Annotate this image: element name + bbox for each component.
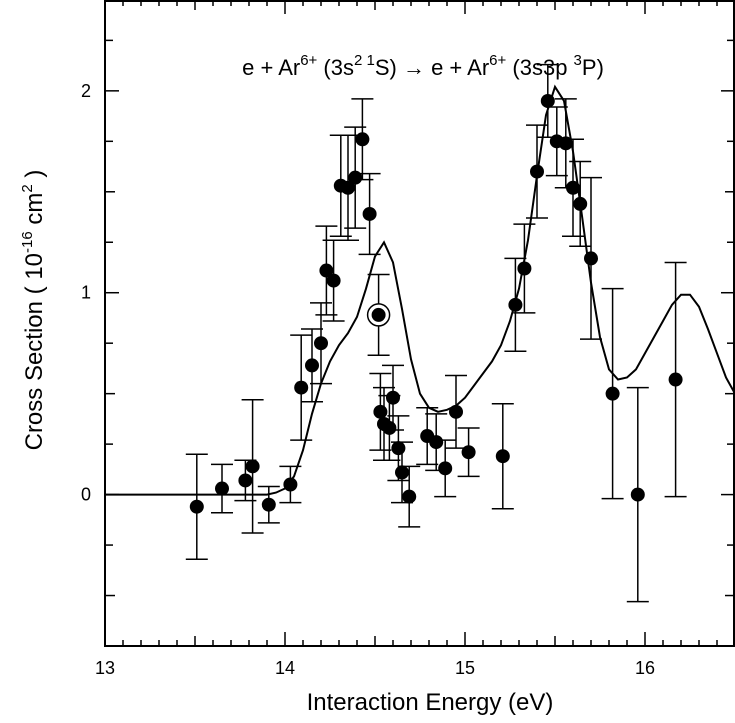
point-marker <box>495 449 510 464</box>
point-marker <box>314 336 328 351</box>
y-tick-label: 2 <box>81 81 91 101</box>
data-point <box>526 124 548 219</box>
data-point <box>391 441 413 504</box>
data-point <box>457 427 480 478</box>
y-tick-label: 1 <box>81 283 91 303</box>
point-marker <box>326 273 341 288</box>
data-point <box>513 223 536 314</box>
point-marker <box>461 445 476 460</box>
point-marker <box>517 261 532 276</box>
point-marker <box>373 404 388 419</box>
data-point <box>185 453 208 560</box>
point-marker <box>382 420 397 435</box>
point-marker <box>530 164 544 179</box>
data-point <box>369 372 392 451</box>
point-marker <box>605 386 620 401</box>
x-axis-label: Interaction Energy (eV) <box>307 689 554 716</box>
data-point <box>301 328 323 403</box>
data-point <box>322 239 345 322</box>
data-point <box>445 374 467 449</box>
point-marker <box>238 473 253 488</box>
point-marker <box>540 93 555 108</box>
data-point <box>626 386 649 603</box>
data-point <box>257 485 280 524</box>
data-point <box>434 439 457 498</box>
data-point <box>580 176 602 340</box>
point-marker <box>305 358 319 373</box>
data-point <box>366 273 391 357</box>
point-marker <box>355 132 370 147</box>
data-point <box>279 465 302 504</box>
data-point <box>536 63 559 139</box>
point-marker <box>630 487 645 502</box>
x-tick-label: 14 <box>275 658 295 678</box>
data-point <box>504 257 527 353</box>
point-marker <box>245 459 260 474</box>
point-marker <box>668 372 683 387</box>
point-marker <box>402 489 417 504</box>
x-tick-label: 15 <box>455 658 475 678</box>
x-tick-label: 13 <box>95 658 115 678</box>
y-axis-label: Cross Section ( 10-16 cm2 ) <box>19 170 48 451</box>
data-point <box>241 398 264 534</box>
data-point <box>562 138 584 237</box>
data-point <box>337 134 359 241</box>
point-marker <box>395 465 409 480</box>
data-point <box>211 463 233 514</box>
point-marker <box>584 251 598 266</box>
point-marker <box>261 497 276 512</box>
point-marker <box>558 136 573 151</box>
point-marker <box>449 404 463 419</box>
point-marker <box>362 206 377 221</box>
point-marker <box>508 297 523 312</box>
point-marker <box>386 390 400 405</box>
data-point <box>664 261 687 498</box>
data-point <box>358 172 381 256</box>
point-marker <box>294 380 309 395</box>
data-point <box>601 287 624 500</box>
data-point <box>569 160 592 248</box>
point-marker <box>215 481 229 496</box>
chart-title: e + Ar6+ (3s2 1S) → e + Ar6+ (3s3p 3P) <box>242 52 604 80</box>
theory-curve <box>105 84 735 496</box>
point-marker <box>371 307 386 322</box>
point-marker <box>283 477 298 492</box>
point-marker <box>391 441 406 456</box>
point-marker <box>438 461 453 476</box>
y-tick-label: 0 <box>81 485 91 505</box>
point-marker <box>566 180 580 195</box>
point-marker <box>341 180 355 195</box>
point-marker <box>429 435 444 450</box>
data-point <box>310 302 332 385</box>
point-marker <box>573 196 588 211</box>
point-marker <box>189 499 204 514</box>
x-tick-label: 16 <box>635 658 655 678</box>
data-point <box>491 403 514 510</box>
point-marker <box>348 170 363 185</box>
data-point <box>382 364 404 431</box>
data-point <box>398 465 421 528</box>
point-marker <box>319 263 334 278</box>
data-point <box>290 334 313 441</box>
plot-frame <box>104 0 735 647</box>
